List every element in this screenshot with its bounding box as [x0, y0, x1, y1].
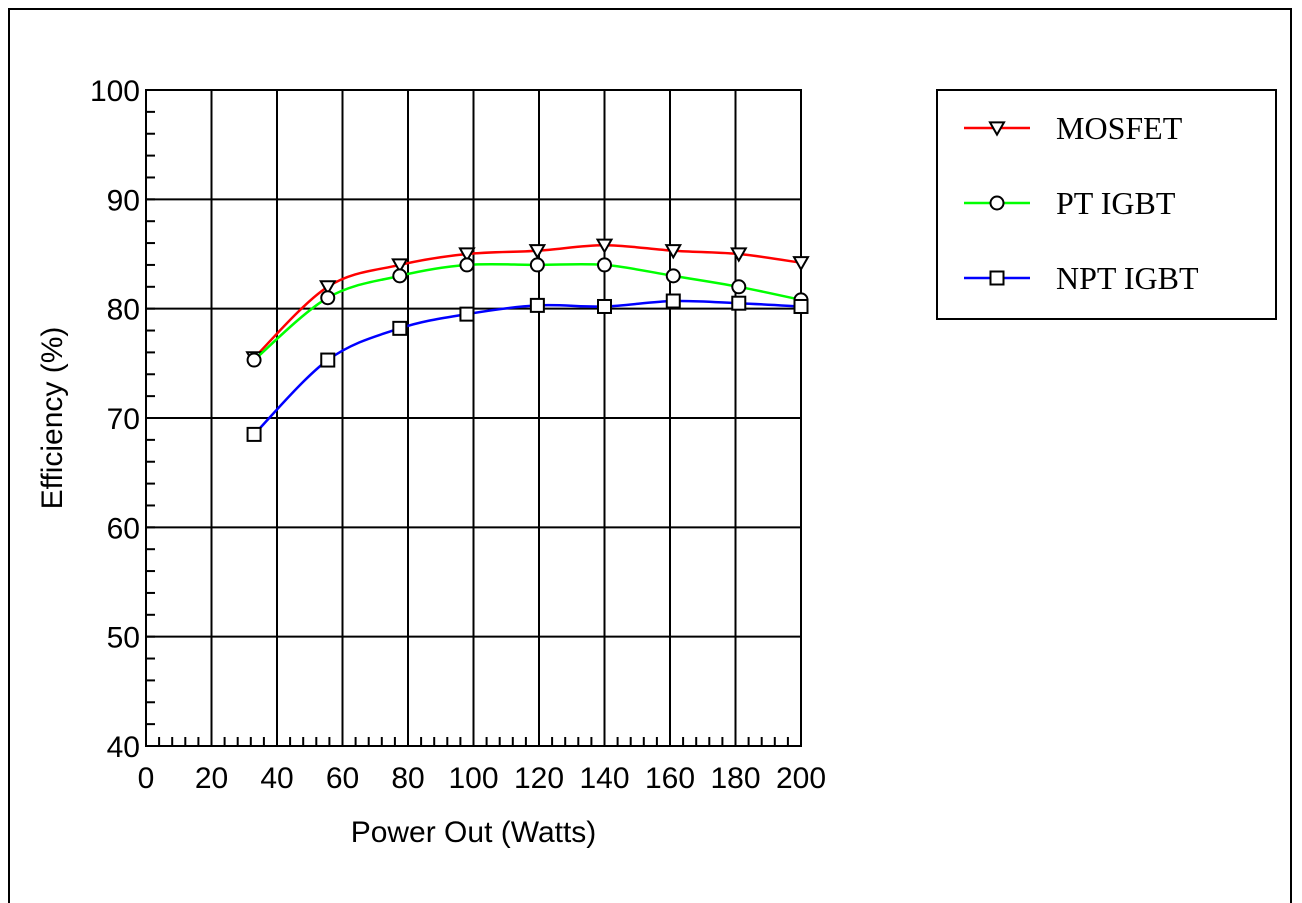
series-line: [253, 262, 802, 362]
x-tick-label: 160: [645, 762, 695, 795]
y-axis-label: Efficiency (%): [36, 327, 69, 510]
series-line: [253, 299, 802, 436]
series-mosfet: [245, 238, 810, 367]
legend: MOSFET PT IGBT NPT IGBT: [936, 89, 1277, 320]
data-point-marker: [246, 352, 262, 368]
x-tick-label: 200: [776, 762, 826, 795]
x-tick-label: 40: [260, 762, 293, 795]
grid-lines: [145, 89, 802, 747]
data-point-marker: [731, 279, 747, 295]
data-point-marker: [597, 298, 612, 314]
y-tick-label: 90: [107, 184, 140, 217]
data-point-marker: [664, 244, 682, 260]
legend-marker: [989, 270, 1005, 286]
legend-label: MOSFET: [1056, 110, 1183, 146]
data-point-marker: [665, 268, 681, 284]
x-tick-label: 80: [391, 762, 424, 795]
data-point-marker: [665, 293, 681, 309]
x-tick-label: 60: [326, 762, 359, 795]
data-point-marker: [528, 244, 547, 260]
data-point-marker: [730, 247, 748, 263]
series-layer: [245, 238, 810, 442]
data-point-marker: [392, 268, 408, 284]
data-point-marker: [792, 256, 810, 272]
data-point-marker: [392, 320, 408, 336]
x-tick-labels: 0 20 40 60 80 100 120 140 160 180 200: [138, 762, 826, 795]
data-point-marker: [597, 257, 612, 273]
x-tick-label: 0: [138, 762, 155, 795]
figure-frame: [8, 8, 1292, 903]
legend-marker: [988, 121, 1006, 137]
x-tick-label: 20: [195, 762, 228, 795]
x-tick-label: 100: [448, 762, 498, 795]
x-tick-label: 180: [710, 762, 760, 795]
y-tick-label: 50: [107, 622, 140, 655]
y-tick-label: 100: [90, 75, 140, 108]
y-tick-label: 70: [107, 403, 140, 436]
legend-item: NPT IGBT: [964, 260, 1199, 296]
legend-item: PT IGBT: [964, 185, 1176, 221]
x-axis-label: Power Out (Watts): [351, 816, 597, 849]
plot-area-border: [145, 89, 802, 747]
data-point-marker: [529, 257, 545, 273]
series-npt-igbt: [246, 293, 809, 442]
y-tick-labels: 40 50 60 70 80 90 100: [90, 75, 140, 764]
legend-label: PT IGBT: [1056, 185, 1176, 221]
series-pt-igbt: [246, 257, 809, 368]
data-point-marker: [459, 306, 475, 322]
data-point-marker: [320, 290, 336, 306]
data-point-marker: [595, 238, 614, 254]
minor-ticks: [145, 89, 802, 747]
data-point-marker: [529, 297, 545, 313]
data-point-marker: [793, 298, 809, 314]
data-point-marker: [246, 426, 262, 442]
y-tick-label: 40: [107, 731, 140, 764]
x-tick-label: 120: [514, 762, 564, 795]
data-point-marker: [458, 247, 476, 263]
data-point-marker: [731, 295, 747, 311]
data-point-marker: [391, 258, 409, 274]
legend-marker: [989, 195, 1005, 211]
data-point-marker: [320, 352, 336, 368]
y-tick-label: 60: [107, 512, 140, 545]
legend-label: NPT IGBT: [1056, 260, 1199, 296]
y-tick-label: 80: [107, 294, 140, 327]
x-tick-label: 140: [579, 762, 629, 795]
data-point-marker: [319, 280, 337, 296]
data-point-marker: [459, 257, 475, 273]
legend-item: MOSFET: [964, 110, 1183, 146]
